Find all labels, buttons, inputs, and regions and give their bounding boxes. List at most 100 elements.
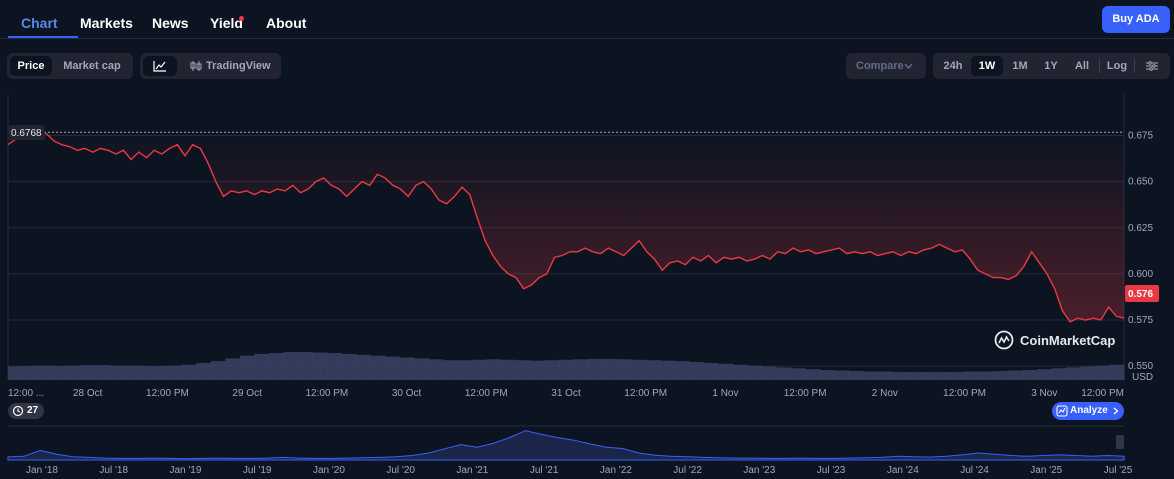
compare-label: Compare xyxy=(856,60,904,72)
tab-chart[interactable]: Chart xyxy=(21,15,58,31)
volume-bar xyxy=(268,353,284,380)
buy-ada-button[interactable]: Buy ADA xyxy=(1102,6,1170,33)
volume-bar xyxy=(1008,370,1024,380)
volume-bar xyxy=(718,363,734,380)
current-price-label: 0.576 xyxy=(1128,289,1153,300)
volume-bar xyxy=(22,366,38,380)
y-tick-label: 0.625 xyxy=(1128,223,1153,234)
price-chart[interactable]: 0.675 0.650 0.625 0.600 0.575 0.550 12:00 ...… xyxy=(0,90,1174,479)
volume-bar xyxy=(689,362,705,380)
volume-bar xyxy=(225,358,241,380)
volume-bar xyxy=(1095,365,1111,380)
y-tick-label: 0.675 xyxy=(1128,131,1153,142)
x-axis: 12:00 ... 28 Oct 12:00 PM 29 Oct 12:00 PM 30 … xyxy=(8,388,1124,399)
volume-bar xyxy=(428,359,444,380)
y-tick-label: 0.575 xyxy=(1128,315,1153,326)
x-tick-label: 12:00 ... xyxy=(8,388,44,399)
navigator-handle[interactable] xyxy=(1116,435,1124,449)
range-1y[interactable]: 1Y xyxy=(1044,60,1058,72)
volume-bar xyxy=(892,371,908,380)
tab-about[interactable]: About xyxy=(266,15,307,31)
x-tick-label: 12:00 PM xyxy=(465,388,508,399)
navigator-tick-label: Jul '24 xyxy=(960,465,989,476)
tradingview-button[interactable]: TradingView xyxy=(184,56,274,76)
volume-bar xyxy=(529,360,545,380)
navigator-tick-label: Jul '21 xyxy=(530,465,559,476)
x-tick-label: 30 Oct xyxy=(392,388,422,399)
x-tick-label: 2 Nov xyxy=(872,388,898,399)
divider xyxy=(1099,59,1100,73)
volume-bar xyxy=(1080,366,1096,380)
x-tick-label: 12:00 PM xyxy=(624,388,667,399)
navigator-tick-label: Jan '20 xyxy=(313,465,345,476)
volume-bar xyxy=(602,358,618,380)
volume-bar xyxy=(645,360,661,380)
volume-bar xyxy=(297,352,313,380)
log-scale-toggle[interactable]: Log xyxy=(1106,60,1128,72)
top-nav: Chart Markets News Yield About Buy ADA xyxy=(0,0,1174,39)
volume-bar xyxy=(1051,368,1067,380)
price-toggle[interactable]: Price xyxy=(10,56,52,76)
settings-button[interactable] xyxy=(1138,56,1166,76)
range-24h[interactable]: 24h xyxy=(943,60,963,72)
events-badge[interactable]: 27 xyxy=(8,403,44,419)
volume-bar xyxy=(65,365,81,380)
range-1w[interactable]: 1W xyxy=(971,56,1003,76)
coinmarketcap-logo-icon xyxy=(994,330,1014,350)
volume-bar xyxy=(515,360,531,380)
line-chart-button[interactable] xyxy=(143,56,177,76)
volume-bar xyxy=(790,368,806,380)
view-toggle-group: Price Market cap xyxy=(7,53,133,79)
volume-bar xyxy=(341,353,357,380)
x-tick-label: 3 Nov xyxy=(1031,388,1057,399)
volume-bar xyxy=(631,359,647,380)
x-tick-label: 29 Oct xyxy=(232,388,262,399)
chevron-right-icon xyxy=(1113,407,1119,415)
tab-news[interactable]: News xyxy=(152,15,189,31)
divider xyxy=(1134,59,1135,73)
navigator-tick-label: Jan '21 xyxy=(456,465,488,476)
volume-bar xyxy=(355,354,371,380)
open-price-label: 0.6768 xyxy=(11,128,42,139)
range-1m[interactable]: 1M xyxy=(1012,60,1028,72)
volume-bar xyxy=(1037,369,1053,380)
volume-bar xyxy=(486,359,502,380)
volume-bar xyxy=(819,370,835,380)
x-tick-label: 12:00 PM xyxy=(784,388,827,399)
volume-bar xyxy=(123,365,139,380)
navigator-tick-label: Jul '18 xyxy=(99,465,128,476)
price-area xyxy=(8,130,1124,322)
navigator-tick-label: Jan '19 xyxy=(169,465,201,476)
y-tick-label: 0.650 xyxy=(1128,177,1153,188)
volume-bar xyxy=(8,366,23,380)
compare-dropdown[interactable]: Compare xyxy=(846,53,926,79)
navigator-history xyxy=(7,430,1125,461)
tab-yield[interactable]: Yield xyxy=(210,15,243,31)
volume-bars xyxy=(8,352,1125,380)
volume-bar xyxy=(558,359,574,380)
volume-bar xyxy=(51,366,67,380)
navigator-x-axis: Jan '18 Jul '18 Jan '19 Jul '19 Jan '20 Jul '… xyxy=(26,465,1133,476)
volume-bar xyxy=(950,371,966,380)
volume-bar xyxy=(761,366,777,380)
volume-bar xyxy=(1109,364,1125,380)
volume-bar xyxy=(94,365,110,380)
volume-bar xyxy=(1022,370,1038,380)
volume-bar xyxy=(254,353,270,380)
navigator-tick-label: Jul '19 xyxy=(243,465,272,476)
volume-bar xyxy=(979,371,995,380)
analyze-button[interactable]: Analyze xyxy=(1052,402,1124,420)
volume-bar xyxy=(181,364,197,380)
volume-bar xyxy=(239,355,255,380)
y-axis: 0.675 0.650 0.625 0.600 0.575 0.550 xyxy=(1128,131,1153,373)
volume-bar xyxy=(312,352,328,380)
market-cap-toggle[interactable]: Market cap xyxy=(63,60,121,72)
volume-bar xyxy=(167,365,183,380)
navigator-tick-label: Jan '25 xyxy=(1030,465,1062,476)
volume-bar xyxy=(210,361,226,380)
tab-markets[interactable]: Markets xyxy=(80,15,133,31)
line-chart-icon xyxy=(153,61,166,72)
range-all[interactable]: All xyxy=(1074,60,1090,72)
x-tick-label: 12:00 PM xyxy=(943,388,986,399)
volume-bar xyxy=(906,371,922,380)
